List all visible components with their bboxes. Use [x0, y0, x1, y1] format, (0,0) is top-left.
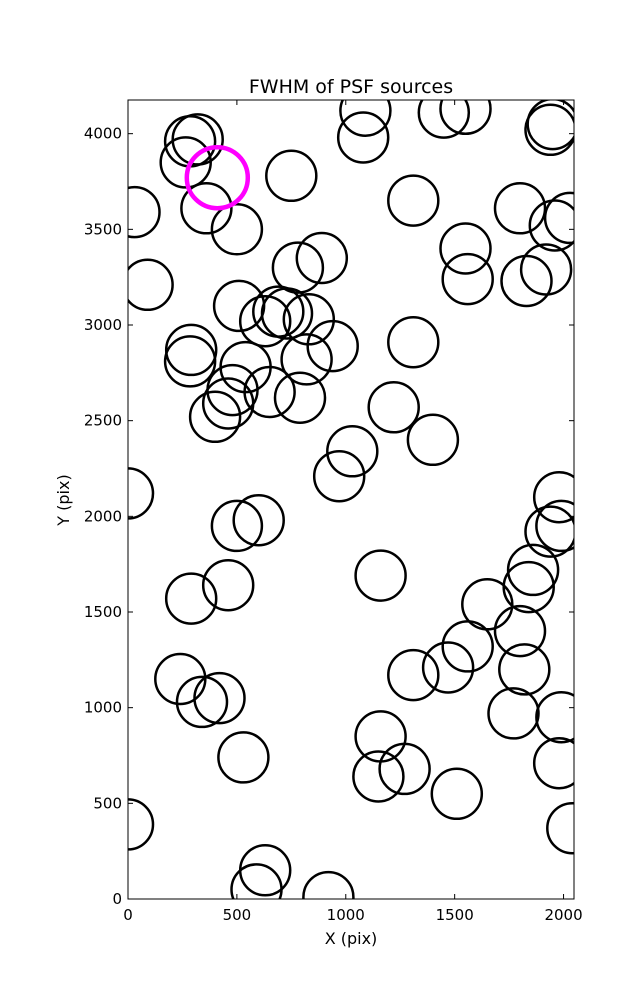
psf-source-circle — [535, 690, 574, 744]
highlighted-psf-source-circle — [184, 144, 251, 211]
psf-source-circle — [193, 671, 246, 725]
psf-source-circle — [526, 100, 574, 151]
psf-source-circle — [128, 467, 155, 520]
psf-source-circle — [260, 287, 314, 340]
psf-source-circle — [164, 572, 218, 625]
psf-source-circle — [163, 335, 217, 388]
psf-source-circle — [280, 333, 333, 386]
psf-source-circle — [532, 736, 574, 790]
psf-source-circle — [128, 185, 161, 239]
psf-source-circle — [519, 243, 573, 296]
x-axis-label: X (pix) — [325, 929, 378, 948]
psf-source-circle — [271, 241, 325, 294]
x-tick-label: 1000 — [327, 906, 365, 924]
psf-source-circle — [336, 111, 390, 164]
psf-source-circle — [532, 470, 574, 524]
x-tick-label: 2000 — [544, 906, 582, 924]
psf-source-circle — [498, 643, 551, 696]
psf-source-circle — [387, 315, 440, 369]
y-tick-label: 3000 — [84, 316, 122, 334]
psf-source-circle — [352, 750, 405, 803]
psf-source-circle — [387, 174, 440, 227]
chart-title: FWHM of PSF sources — [249, 76, 453, 98]
psf-source-circle — [128, 258, 174, 312]
psf-source-circle — [312, 449, 366, 503]
psf-source-circle — [238, 294, 292, 348]
psf-source-circle — [378, 742, 431, 796]
psf-source-circle — [524, 103, 574, 157]
psf-source-circle — [210, 499, 264, 553]
psf-source-circle — [430, 767, 484, 821]
psf-source-circle — [175, 675, 229, 729]
x-tick-label: 500 — [223, 906, 252, 924]
psf-source-circle — [188, 390, 242, 444]
data-markers — [128, 100, 574, 899]
psf-source-circle — [421, 641, 475, 694]
y-axis-label: Y (pix) — [54, 474, 73, 526]
psf-source-circle — [387, 648, 440, 702]
psf-source-circle — [543, 191, 574, 245]
psf-source-circle — [302, 870, 355, 899]
y-tick-label: 1500 — [84, 603, 122, 621]
y-tick-label: 2500 — [84, 412, 122, 430]
psf-source-circle — [217, 731, 270, 784]
psf-source-circle — [164, 323, 218, 377]
psf-source-circle — [273, 371, 327, 424]
psf-source-circle — [493, 182, 547, 235]
x-tick-label: 0 — [123, 906, 133, 924]
psf-source-circle — [171, 113, 224, 166]
y-tick-label: 1000 — [84, 699, 122, 717]
psf-source-circle — [230, 863, 283, 899]
psf-source-circle — [354, 549, 407, 602]
y-axis-ticks: 0 500 1000 1500 2000 2500 3000 3500 4000 — [84, 125, 574, 908]
psf-source-circle — [243, 365, 296, 419]
psf-source-circle — [180, 182, 233, 235]
psf-source-circle — [210, 203, 264, 256]
x-axis-ticks: 0 500 1000 1500 2000 — [123, 100, 583, 924]
psf-source-circle — [326, 425, 379, 478]
psf-source-circle — [128, 798, 155, 851]
psf-source-circle — [487, 687, 540, 740]
x-tick-label: 1500 — [436, 906, 474, 924]
psf-source-circle — [441, 620, 494, 673]
psf-source-circle — [524, 505, 574, 558]
psf-source-circle — [406, 413, 460, 467]
psf-source-circle — [528, 199, 574, 252]
psf-source-circle — [535, 499, 574, 553]
psf-source-circle — [439, 100, 492, 136]
y-tick-label: 2000 — [84, 507, 122, 525]
psf-source-circle — [265, 149, 318, 203]
psf-source-circle — [367, 381, 420, 434]
psf-source-circle — [306, 319, 359, 373]
psf-source-circle — [201, 377, 255, 430]
psf-source-circle — [295, 231, 349, 285]
psf-source-circle — [159, 136, 212, 189]
y-tick-label: 4000 — [84, 125, 122, 143]
y-tick-label: 3500 — [84, 220, 122, 238]
psf-source-circle — [441, 252, 494, 306]
psf-source-circle — [339, 100, 392, 137]
plot-frame — [127, 99, 575, 900]
psf-source-circle — [201, 558, 255, 612]
y-tick-label: 500 — [93, 794, 122, 812]
y-tick-label: 0 — [112, 890, 122, 908]
psf-source-circle — [232, 493, 285, 547]
psf-source-circle — [506, 543, 560, 597]
psf-source-circle — [439, 222, 492, 275]
psf-source-circle — [417, 100, 471, 139]
psf-source-circle — [493, 604, 547, 658]
